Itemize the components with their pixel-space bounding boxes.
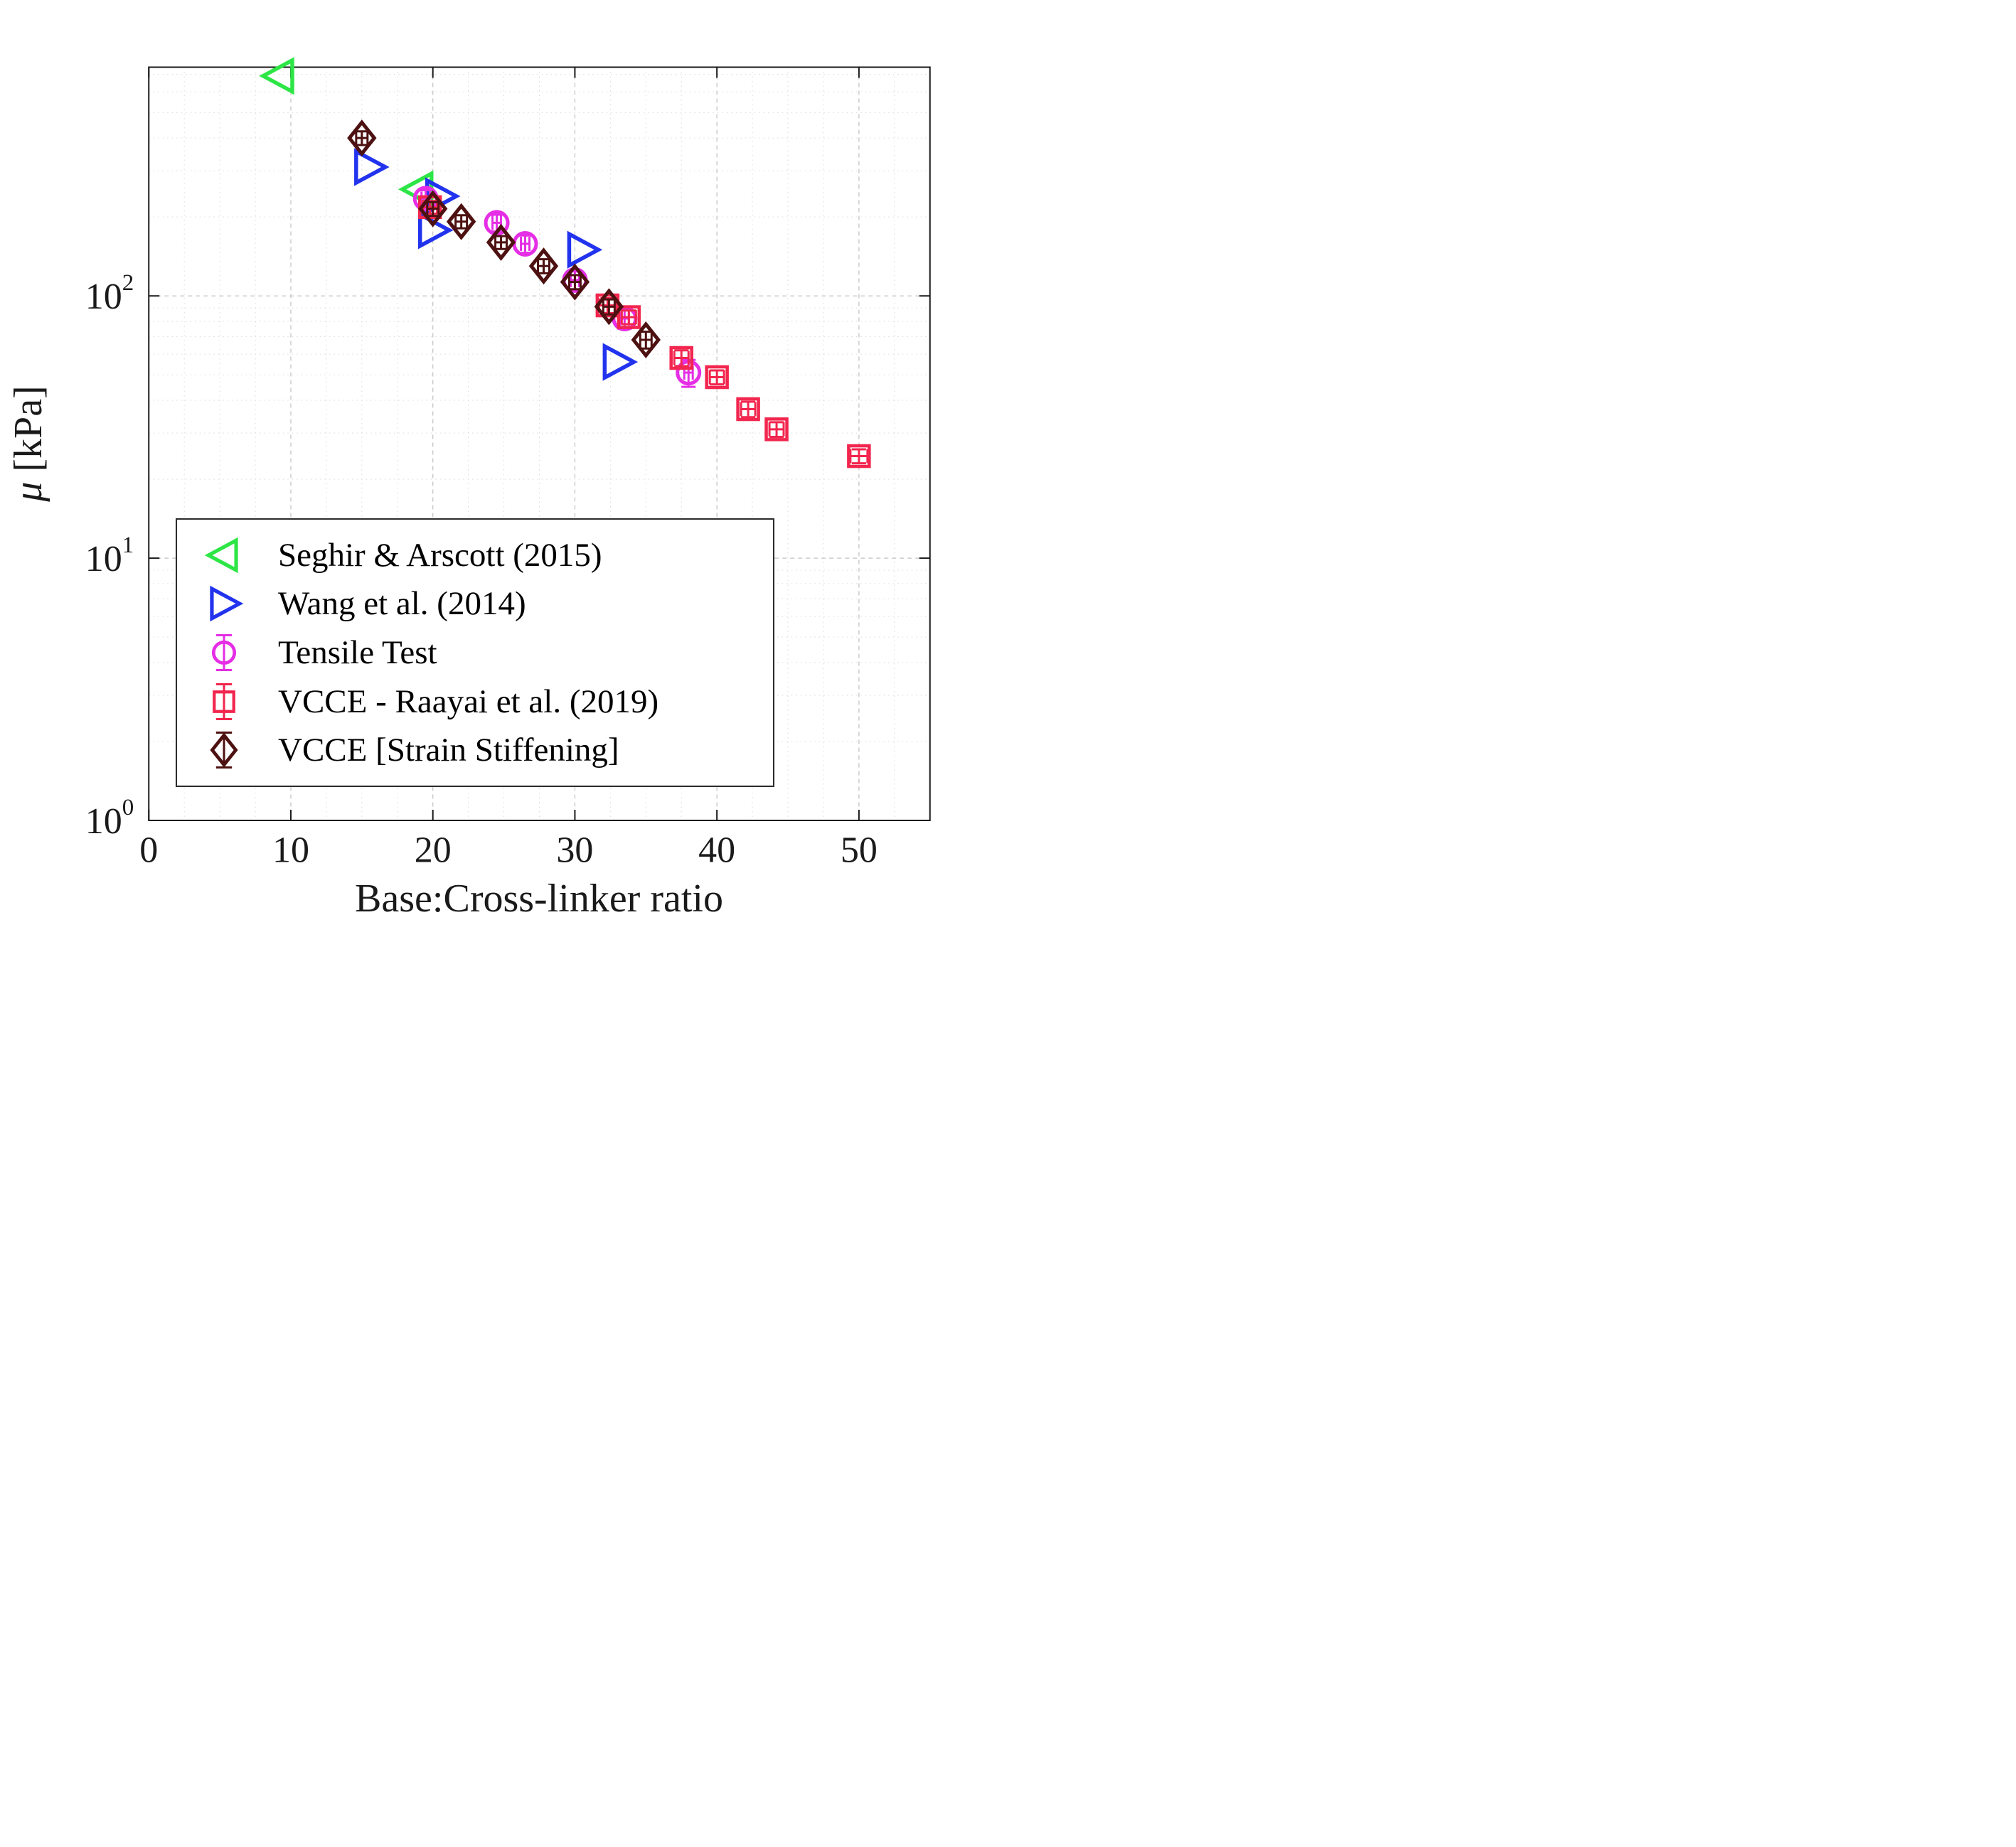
square-errorbar-icon bbox=[198, 682, 250, 721]
y-tick-label: 100 bbox=[85, 795, 134, 842]
y-axis-unit: [kPa] bbox=[6, 385, 50, 482]
data-point-square bbox=[617, 305, 641, 329]
triangle-left-icon bbox=[198, 536, 250, 574]
legend-label: VCCE [Strain Stiffening] bbox=[278, 732, 619, 769]
diamond-errorbar-icon bbox=[198, 731, 250, 769]
data-point-triangle-right bbox=[354, 148, 390, 186]
legend-label: Tensile Test bbox=[278, 633, 437, 671]
series-4 bbox=[347, 119, 661, 359]
x-tick-label: 20 bbox=[415, 830, 452, 871]
legend-label: Wang et al. (2014) bbox=[278, 585, 526, 623]
legend-item-vcce-raayai: VCCE - Raayai et al. (2019) bbox=[198, 682, 766, 721]
data-point-diamond bbox=[528, 247, 559, 285]
data-point-square bbox=[705, 365, 729, 390]
triangle-right-icon bbox=[198, 584, 250, 623]
data-point-diamond bbox=[210, 732, 238, 768]
figure: 0 10 20 30 40 50 100 101 102 Base:Cross-linker r… bbox=[0, 0, 1008, 924]
y-tick-label: 102 bbox=[85, 270, 134, 317]
x-tick-label: 40 bbox=[698, 830, 735, 871]
circle-errorbar-icon bbox=[198, 633, 250, 672]
data-point-diamond bbox=[418, 190, 448, 227]
legend-label: Seghir & Arscott (2015) bbox=[278, 536, 602, 574]
x-tick-label: 30 bbox=[556, 830, 593, 871]
data-point-diamond bbox=[486, 223, 516, 261]
data-point-square bbox=[764, 417, 789, 441]
data-point-diamond bbox=[347, 119, 377, 157]
x-tick-label: 50 bbox=[841, 830, 878, 871]
data-point-triangle-left bbox=[259, 57, 294, 95]
data-point-square bbox=[669, 346, 693, 370]
data-point-square bbox=[213, 690, 235, 713]
legend-item-seghir-arscott: Seghir & Arscott (2015) bbox=[198, 536, 766, 574]
data-point-square bbox=[736, 397, 760, 422]
x-axis-label: Base:Cross-linker ratio bbox=[355, 877, 723, 921]
legend-item-vcce-strain-stiffening: VCCE [Strain Stiffening] bbox=[198, 731, 766, 769]
data-point-triangle-right bbox=[567, 230, 603, 269]
data-point-triangle-right bbox=[210, 586, 244, 622]
legend-item-tensile-test: Tensile Test bbox=[198, 633, 766, 672]
data-point-square bbox=[847, 444, 871, 469]
legend: Seghir & Arscott (2015) Wang et al. (201… bbox=[176, 518, 774, 787]
data-point-triangle-right bbox=[602, 343, 639, 381]
data-point-triangle-left bbox=[204, 537, 238, 573]
data-point-circle bbox=[211, 640, 237, 665]
y-axis-label: μ [kPa] bbox=[6, 385, 50, 502]
data-point-diamond bbox=[560, 263, 590, 301]
x-tick-label: 10 bbox=[272, 830, 309, 871]
legend-label: VCCE - Raayai et al. (2019) bbox=[278, 682, 659, 720]
data-point-diamond bbox=[594, 288, 624, 326]
mu-symbol: μ bbox=[6, 481, 50, 502]
legend-item-wang: Wang et al. (2014) bbox=[198, 584, 766, 623]
data-point-diamond bbox=[446, 203, 476, 240]
y-tick-label: 101 bbox=[85, 532, 134, 579]
x-tick-label: 0 bbox=[139, 830, 158, 871]
data-point-diamond bbox=[631, 321, 661, 359]
axes-box bbox=[148, 66, 931, 821]
